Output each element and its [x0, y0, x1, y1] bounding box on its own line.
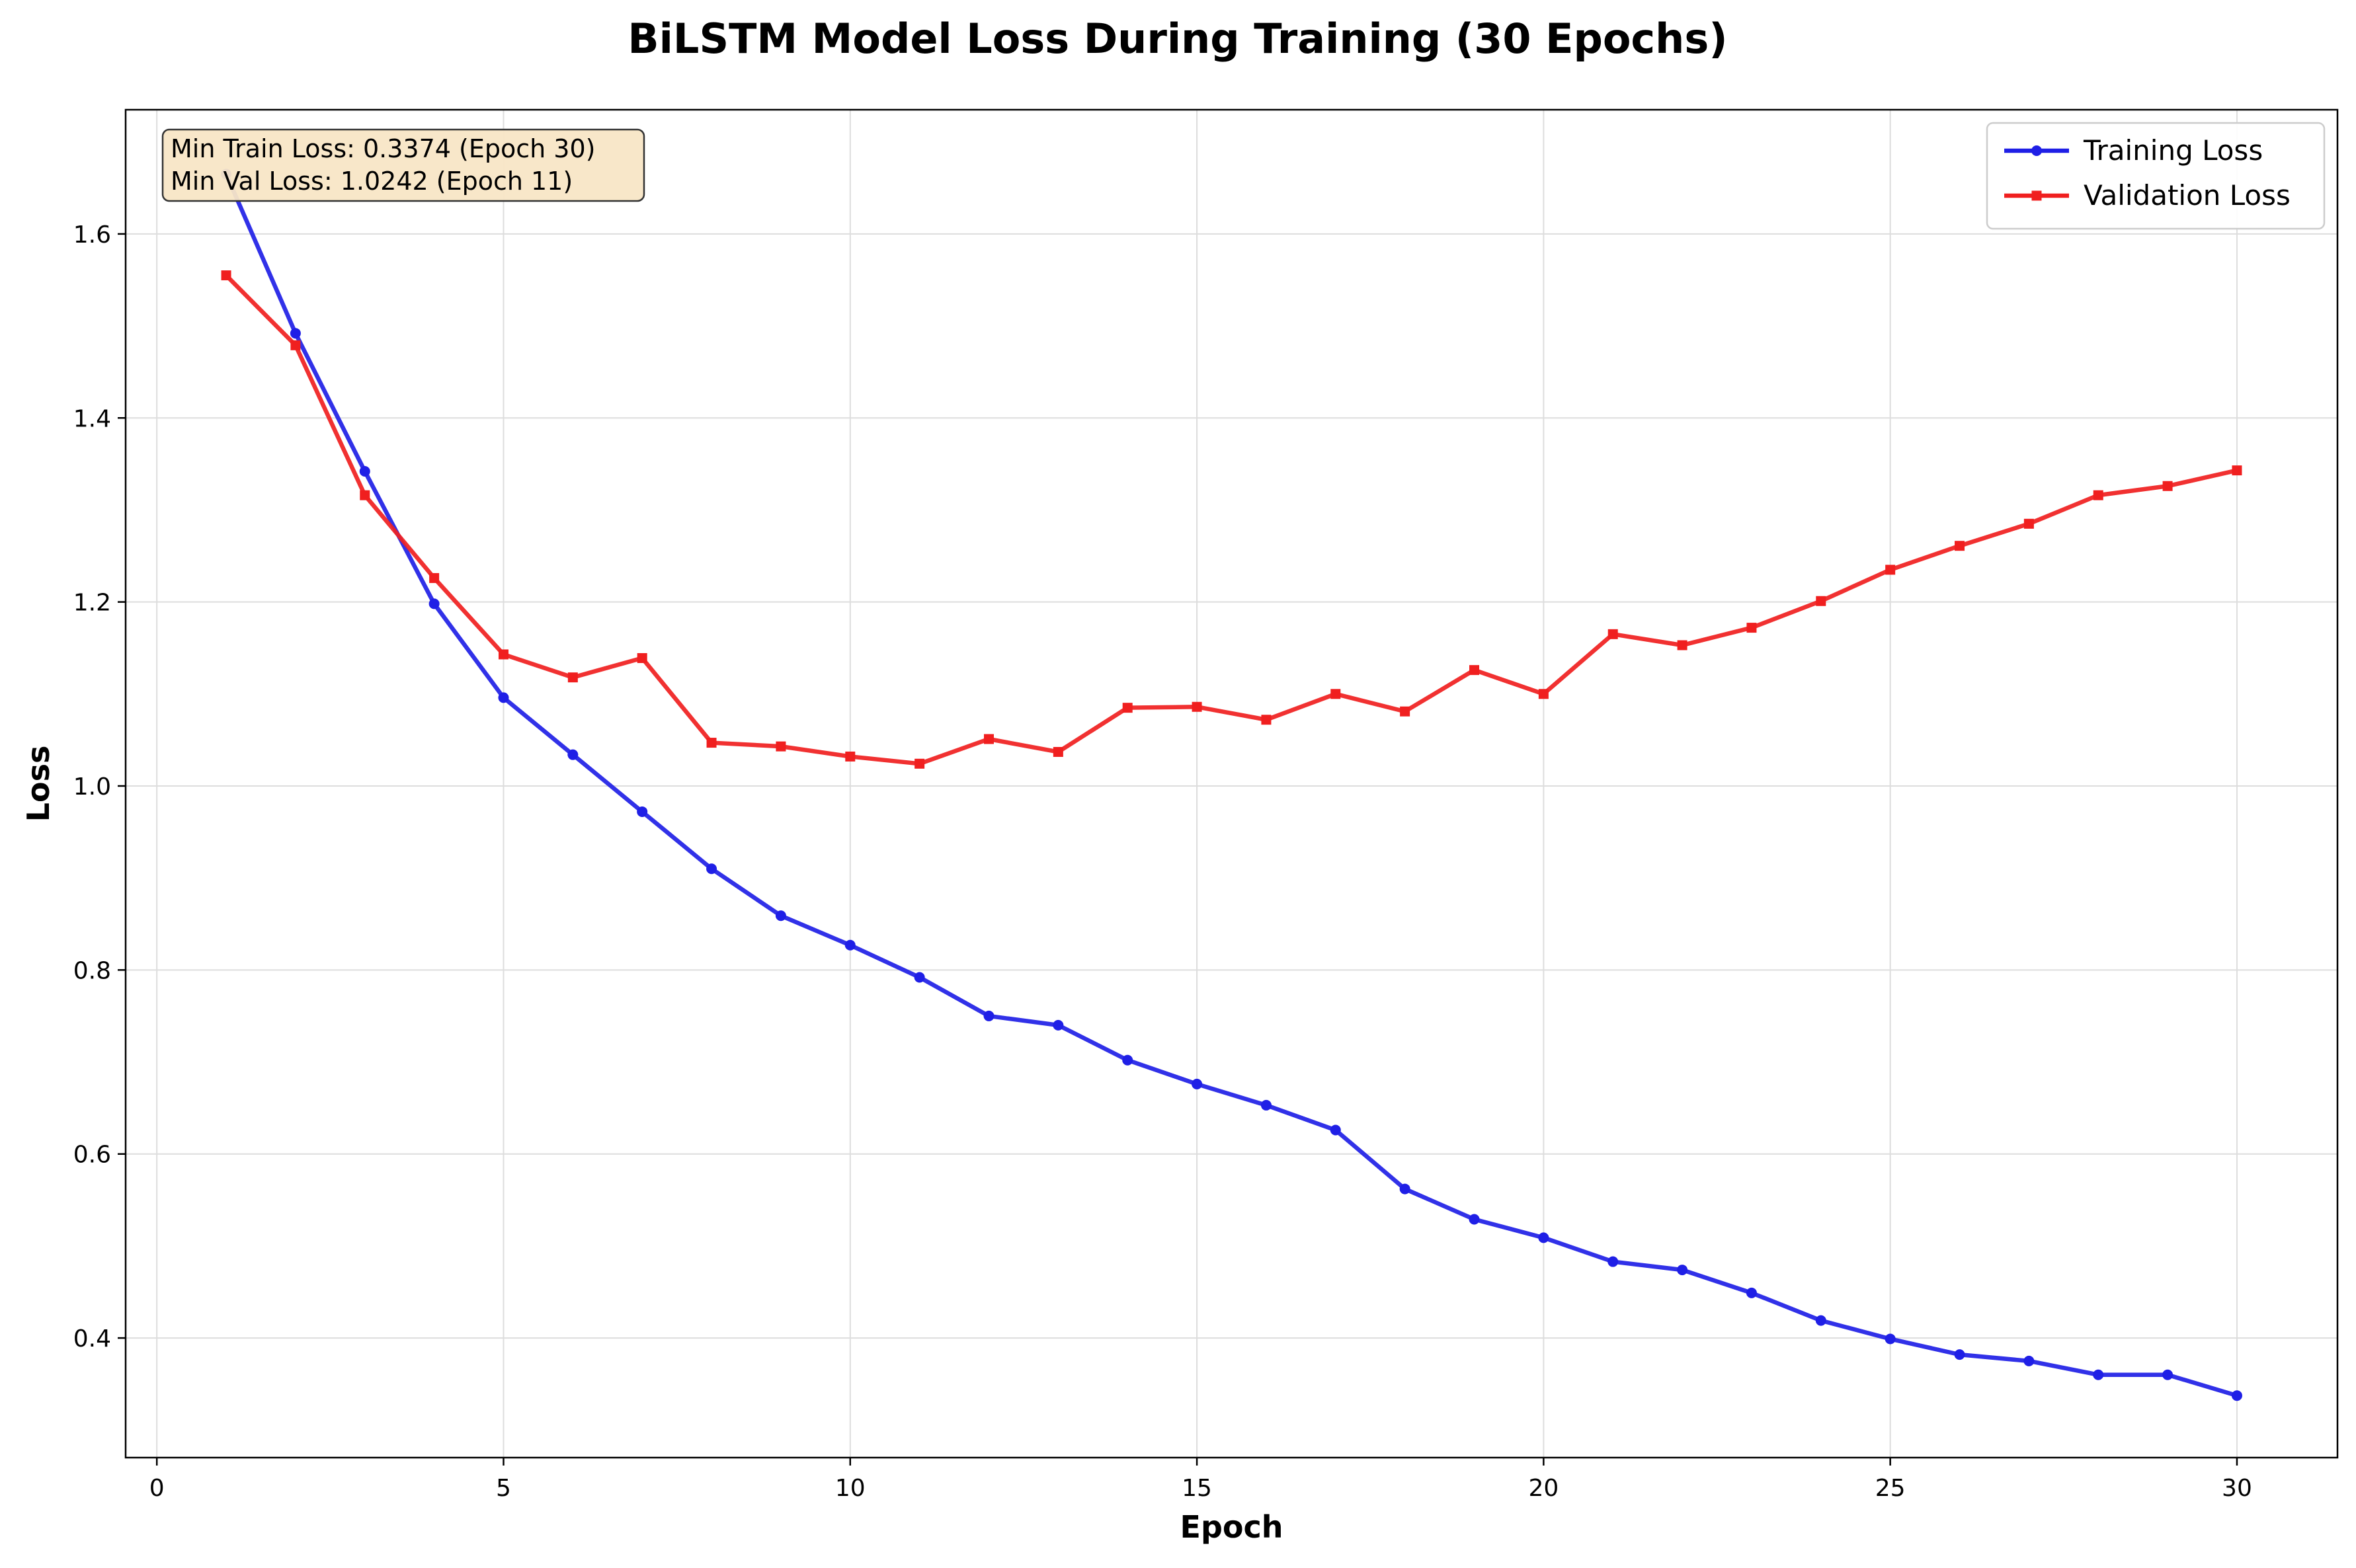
- plot-frame: [124, 108, 2339, 1459]
- legend-label-validation-loss: Validation Loss: [2084, 179, 2291, 212]
- validation-loss-line: [224, 274, 2238, 766]
- training-loss-point: [1469, 1214, 1480, 1225]
- validation-loss-point: [845, 751, 856, 762]
- validation-loss-point: [706, 738, 717, 748]
- validation-loss-point: [776, 741, 786, 752]
- training-loss-point: [1053, 1019, 1064, 1031]
- training-loss-point: [706, 863, 717, 875]
- x-axis-label: Epoch: [1180, 1509, 1283, 1545]
- y-tick-label: 0.4: [73, 1325, 111, 1352]
- y-tick-label: 1.6: [73, 221, 111, 249]
- validation-loss-point: [1677, 640, 1687, 650]
- training-loss-point: [2023, 1355, 2035, 1366]
- training-loss-point: [844, 939, 856, 951]
- legend-background: [1986, 122, 2326, 230]
- validation-loss-point: [1053, 746, 1063, 757]
- validation-loss-point: [1885, 565, 1896, 575]
- training-loss-point: [1122, 1054, 1133, 1066]
- validation-loss-point: [567, 672, 578, 683]
- axis-ticks: 0 5 10 15 20 25 30 0.4 0.6 0.8 1.0 1.2 1.4 1.6: [73, 221, 2252, 1502]
- validation-loss-point: [290, 340, 301, 350]
- validation-loss-point: [1955, 541, 1965, 551]
- grid-lines: [126, 110, 2337, 1458]
- validation-loss-point: [2093, 490, 2103, 500]
- validation-loss-point: [221, 270, 231, 281]
- training-loss-point: [1607, 1256, 1619, 1267]
- validation-loss-point: [498, 649, 508, 660]
- annotation-line-train: Min Train Loss: 0.3374 (Epoch 30): [171, 134, 595, 163]
- annotation-background: [161, 128, 645, 202]
- training-loss-line: [224, 173, 2238, 1398]
- validation-loss-point: [914, 758, 925, 769]
- x-tick-label: 0: [149, 1475, 165, 1502]
- min-loss-annotation: Min Train Loss: 0.3374 (Epoch 30) Min Va…: [161, 128, 645, 202]
- validation-loss-point: [2162, 481, 2173, 491]
- validation-loss-point: [429, 572, 440, 583]
- validation-loss-point: [1746, 623, 1757, 633]
- series-layer: [221, 169, 2242, 1401]
- validation-loss-point: [1400, 706, 1410, 717]
- training-loss-point: [1677, 1265, 1688, 1276]
- x-tick-label: 5: [496, 1475, 511, 1502]
- validation-loss-point: [1607, 629, 1618, 639]
- validation-loss-point: [360, 490, 370, 500]
- x-tick-label: 10: [835, 1475, 866, 1502]
- y-tick-label: 0.8: [73, 957, 111, 984]
- y-tick-label: 1.4: [73, 405, 111, 432]
- x-tick-label: 25: [1875, 1475, 1906, 1502]
- validation-loss-point: [1192, 701, 1202, 712]
- x-tick-label: 20: [1528, 1475, 1559, 1502]
- validation-loss-point: [1816, 596, 1826, 606]
- x-tick-label: 30: [2222, 1475, 2252, 1502]
- legend-marker-training-loss: [2031, 145, 2042, 156]
- training-loss-point: [1192, 1078, 1203, 1089]
- validation-loss-series: [221, 270, 2242, 769]
- y-tick-label: 1.2: [73, 590, 111, 617]
- legend-label-training-loss: Training Loss: [2083, 134, 2263, 167]
- validation-loss-point: [637, 653, 647, 664]
- training-loss-point: [1746, 1287, 1757, 1298]
- training-loss-point: [498, 692, 509, 703]
- training-loss-point: [2231, 1390, 2242, 1401]
- validation-loss-point: [1330, 689, 1341, 699]
- validation-loss-point: [983, 734, 994, 744]
- validation-loss-point: [2232, 465, 2242, 476]
- legend-marker-validation-loss: [2031, 190, 2042, 201]
- training-loss-point: [1330, 1124, 1341, 1136]
- training-loss-point: [914, 972, 925, 983]
- training-loss-point: [567, 749, 579, 760]
- training-loss-point: [1538, 1232, 1549, 1243]
- training-loss-point: [1954, 1349, 1965, 1360]
- y-tick-label: 1.0: [73, 773, 111, 801]
- training-loss-point: [983, 1010, 995, 1021]
- training-loss-point: [1399, 1183, 1410, 1195]
- y-tick-label: 0.6: [73, 1142, 111, 1169]
- training-loss-point: [2162, 1369, 2173, 1380]
- annotation-line-val: Min Val Loss: 1.0242 (Epoch 11): [171, 167, 573, 196]
- chart-legend: Training Loss Validation Loss: [1986, 122, 2326, 230]
- validation-loss-point: [1122, 703, 1133, 713]
- training-loss-point: [1260, 1099, 1272, 1111]
- training-loss-point: [775, 910, 786, 921]
- training-loss-point: [2093, 1369, 2104, 1380]
- training-loss-point: [359, 465, 370, 477]
- validation-loss-point: [1261, 715, 1272, 725]
- validation-loss-point: [2023, 518, 2034, 529]
- training-loss-point: [290, 328, 301, 339]
- training-loss-point: [1885, 1333, 1896, 1345]
- training-loss-point: [637, 806, 648, 817]
- training-loss-point: [428, 598, 440, 609]
- training-loss-point: [1815, 1315, 1826, 1326]
- x-tick-label: 15: [1182, 1475, 1212, 1502]
- chart-title: BiLSTM Model Loss During Training (30 Ep…: [628, 15, 1727, 63]
- training-loss-series: [221, 169, 2242, 1401]
- validation-loss-point: [1538, 689, 1549, 699]
- validation-loss-point: [1469, 665, 1480, 676]
- y-axis-label: Loss: [20, 746, 56, 822]
